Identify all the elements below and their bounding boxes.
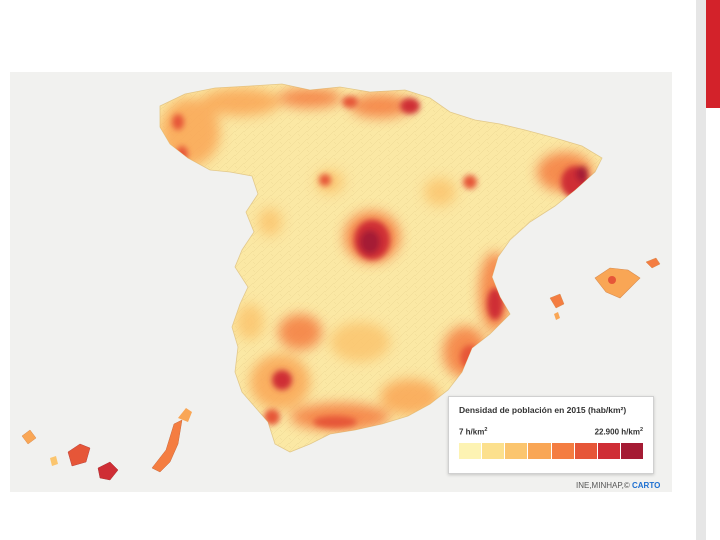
legend-swatch-8	[620, 442, 643, 459]
legend-swatch-3	[505, 442, 529, 459]
map-canvas	[21, 83, 661, 481]
map-legend: Densidad de población en 2015 (hab/km²) …	[448, 396, 654, 474]
legend-swatch-4	[528, 442, 552, 459]
legend-swatch-2	[482, 442, 506, 459]
legend-range: 7 h/km2 22.900 h/km2	[459, 427, 643, 437]
slide-accent-bar	[706, 0, 720, 108]
balearic-islands	[549, 257, 661, 320]
legend-color-scale	[459, 442, 643, 459]
slide-right-border	[696, 0, 706, 540]
legend-swatch-5	[551, 442, 575, 459]
legend-title: Densidad de población en 2015 (hab/km²)	[459, 405, 627, 415]
legend-swatch-1	[459, 442, 483, 459]
legend-max-label: 22.900 h/km2	[594, 427, 643, 437]
attribution-carto-link[interactable]: CARTO	[632, 481, 661, 490]
legend-swatch-6	[574, 442, 598, 459]
legend-min-label: 7 h/km2	[459, 427, 488, 437]
canary-islands	[21, 408, 192, 481]
attribution-source: INE,MINHAP,©	[576, 481, 630, 490]
legend-swatch-7	[597, 442, 621, 459]
choropleth-map[interactable]	[10, 72, 672, 492]
map-attribution: INE,MINHAP,© CARTO	[576, 481, 660, 490]
